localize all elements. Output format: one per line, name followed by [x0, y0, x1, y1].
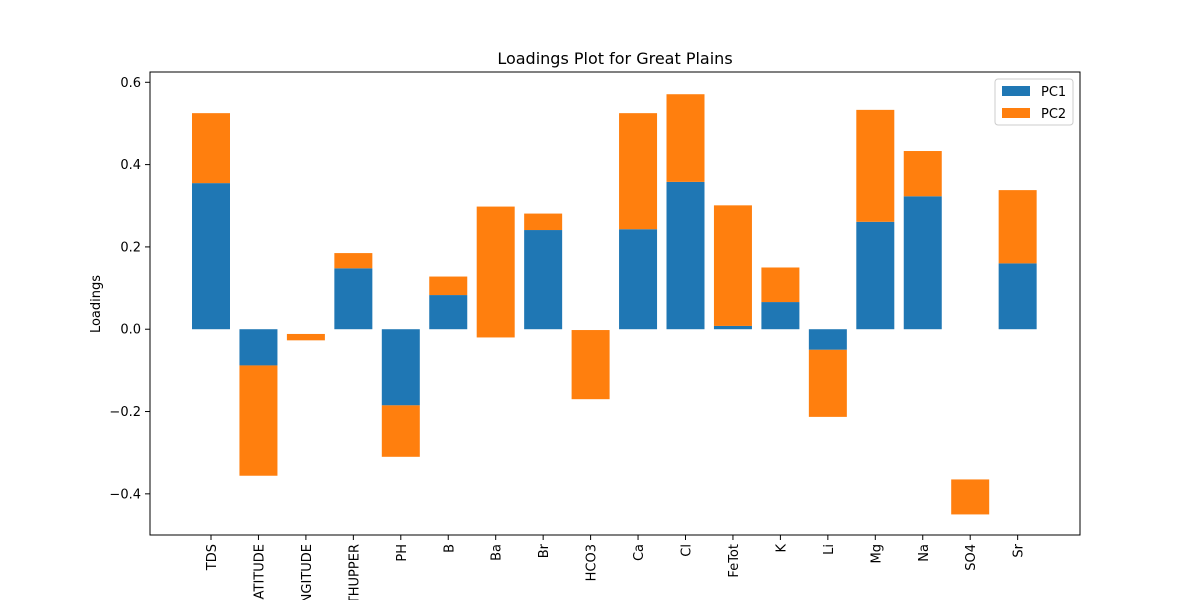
x-tick-label: K — [774, 544, 789, 553]
bar-pc2-latitude — [239, 365, 278, 476]
x-tick-label: Mg — [869, 544, 884, 563]
bars-group — [192, 94, 1037, 515]
bar-pc2-so4 — [951, 479, 990, 515]
bar-pc2-sr — [998, 190, 1037, 264]
x-tick-label: B — [442, 544, 457, 553]
bar-pc1-cl — [666, 181, 705, 330]
y-axis-label: Loadings — [89, 275, 104, 333]
y-tick-label: 0.0 — [120, 323, 141, 338]
bar-pc1-sr — [998, 263, 1037, 330]
y-axis: −0.4 −0.2 0.0 0.2 0.4 0.6 — [109, 76, 150, 502]
bar-pc2-b — [429, 276, 468, 296]
bar-pc1-depthupper — [334, 268, 373, 330]
bar-pc2-depthupper — [334, 253, 373, 269]
bar-pc2-ba — [476, 206, 515, 338]
legend-label-pc1: PC1 — [1041, 85, 1066, 100]
legend-label-pc2: PC2 — [1041, 107, 1066, 122]
legend-swatch-pc1 — [1002, 86, 1030, 96]
bar-pc1-tds — [192, 183, 230, 330]
plot-frame — [149, 71, 1081, 536]
x-tick-label: Li — [822, 544, 837, 555]
bar-pc2-ph — [381, 405, 420, 457]
y-tick-label: 0.2 — [120, 240, 141, 255]
x-tick-label: DEPTHUPPER — [347, 544, 362, 600]
bar-pc2-cl — [666, 94, 705, 182]
y-tick-label: −0.2 — [109, 405, 141, 420]
x-tick-label: LONGITUDE — [300, 544, 315, 600]
bar-pc1-b — [429, 295, 468, 330]
y-tick-label: −0.4 — [109, 487, 141, 502]
bar-pc2-na — [903, 151, 942, 197]
x-tick-label: Br — [537, 543, 552, 558]
bar-pc2-longitude — [286, 333, 325, 341]
bar-pc2-br — [524, 213, 563, 231]
x-tick-label: FeTot — [727, 544, 742, 578]
x-tick-label: Ca — [632, 544, 647, 561]
bar-pc2-li — [808, 349, 847, 417]
bar-pc1-ca — [619, 229, 658, 330]
x-tick-label: SO4 — [964, 544, 979, 571]
bar-pc2-tds — [192, 113, 230, 184]
y-tick-label: 0.6 — [120, 76, 141, 91]
bar-pc2-ca — [619, 113, 658, 230]
bar-pc1-na — [903, 196, 942, 330]
x-tick-label: Cl — [680, 544, 695, 557]
x-tick-label: HCO3 — [585, 544, 600, 581]
bar-pc1-li — [808, 329, 847, 350]
bar-pc1-br — [524, 230, 563, 330]
legend-swatch-pc2 — [1002, 108, 1030, 118]
x-tick-label: LATITUDE — [252, 544, 267, 600]
x-tick-label: Na — [917, 544, 932, 562]
x-tick-label: Ba — [490, 544, 505, 561]
bar-pc2-k — [761, 267, 800, 303]
x-tick-label: PH — [395, 544, 410, 562]
x-axis: TDS LATITUDE LONGITUDE DEPTHUPPER PH B Ba Br HCO… — [205, 535, 1027, 600]
bar-pc1-ph — [381, 329, 420, 406]
bar-pc2-mg — [856, 109, 895, 222]
bar-pc1-fetot — [713, 325, 752, 330]
chart-title: Loadings Plot for Great Plains — [497, 49, 732, 68]
x-tick-label: TDS — [205, 544, 220, 571]
bar-pc1-k — [761, 302, 800, 330]
bar-pc2-fetot — [713, 205, 752, 326]
bar-pc2-hco3 — [571, 330, 610, 400]
bar-pc1-mg — [856, 221, 895, 330]
x-tick-label: Sr — [1012, 543, 1027, 557]
bar-pc1-latitude — [239, 329, 278, 366]
y-tick-label: 0.4 — [120, 158, 141, 173]
